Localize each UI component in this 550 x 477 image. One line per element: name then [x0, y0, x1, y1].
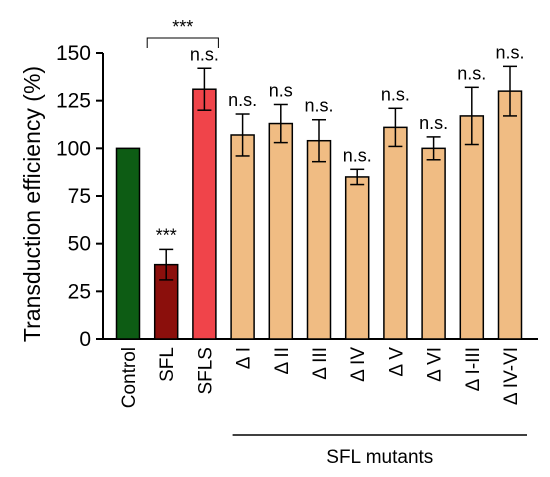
y-tick-label: 100 [56, 137, 91, 160]
significance-label: n.s. [228, 90, 257, 110]
bar [268, 122, 294, 340]
category-label: Δ IV [348, 347, 369, 382]
significance-label: n.s. [381, 84, 410, 104]
category-label: Δ II [272, 347, 293, 374]
significance-label: n.s. [304, 96, 333, 116]
category-label: Δ I-III [463, 347, 484, 391]
category-label: Δ IV-VI [501, 347, 522, 405]
bar [306, 139, 332, 340]
significance-label: *** [156, 225, 177, 245]
y-tick-label: 50 [68, 233, 91, 256]
category-label: Δ III [310, 347, 331, 380]
category-label: Control [119, 347, 140, 408]
group-annotation: SFL mutants [232, 434, 527, 468]
y-tick-label: 125 [56, 90, 91, 113]
bar [383, 126, 408, 340]
category-label: Δ I [234, 347, 255, 369]
bar [115, 147, 141, 340]
significance-label: n.s. [495, 42, 524, 62]
bar [230, 134, 255, 340]
significance-labels: *** n.s. n.s. n.s n.s. n.s. n.s. n.s. n.s. n.s. [156, 42, 525, 245]
significance-label: n.s. [190, 44, 219, 64]
bar [344, 176, 370, 340]
bar [192, 88, 217, 340]
category-label: Δ VI [425, 347, 446, 382]
category-label: SFL [157, 347, 178, 382]
significance-label: n.s. [343, 145, 372, 165]
y-axis-title: Transduction efficiency (%) [19, 66, 45, 342]
bar [459, 115, 485, 340]
bracket-line [146, 37, 219, 48]
error-bars [159, 65, 517, 281]
y-tick-label: 0 [79, 328, 91, 351]
bar [421, 147, 446, 340]
comparison-bracket: *** [146, 17, 219, 48]
bars [115, 88, 523, 340]
category-labels: Control SFL SFLS Δ I Δ II Δ III Δ IV Δ V Δ VI Δ I… [119, 347, 522, 409]
y-tick-label: 75 [68, 185, 91, 208]
y-axis-ticks: 0 25 50 75 100 125 150 [56, 42, 103, 351]
significance-label: n.s. [457, 63, 486, 83]
bar [497, 90, 523, 340]
group-label: SFL mutants [326, 447, 433, 468]
significance-label: n.s [269, 80, 293, 100]
significance-label: n.s. [419, 113, 448, 133]
category-label: Δ V [386, 347, 407, 377]
category-label: SFLS [195, 347, 216, 395]
y-tick-label: 25 [68, 280, 91, 303]
y-tick-label: 150 [56, 42, 91, 65]
bracket-label: *** [172, 17, 193, 37]
